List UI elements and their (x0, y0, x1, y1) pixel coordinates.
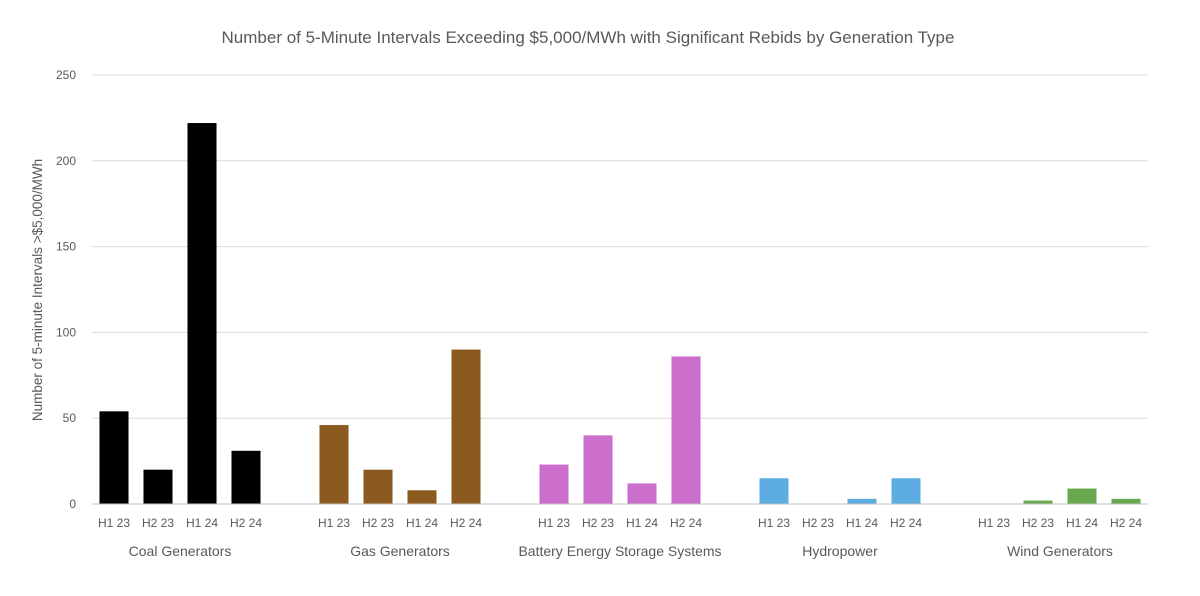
y-axis-label: Number of 5-minute Intervals >$5,000/MWh (30, 159, 45, 421)
x-tick-label: H1 24 (1066, 516, 1098, 530)
gridlines (92, 74, 1148, 419)
x-tick-label: H1 24 (406, 516, 438, 530)
bar (583, 435, 613, 504)
bar (1067, 488, 1097, 504)
y-tick-label: 250 (56, 68, 76, 82)
x-tick-label: H1 24 (186, 516, 218, 530)
group-label: Wind Generators (1007, 543, 1113, 559)
x-axis-ticks: H1 23 H2 23 H1 24 H2 24 H1 23 H2 23 H1 24 H2 24… (98, 516, 1142, 530)
bar (187, 123, 217, 504)
group-label: Battery Energy Storage Systems (518, 543, 721, 559)
x-tick-label: H2 24 (230, 516, 262, 530)
x-tick-label: H2 24 (670, 516, 702, 530)
bar (759, 478, 789, 504)
y-tick-label: 100 (56, 325, 76, 339)
x-tick-label: H2 24 (1110, 516, 1142, 530)
group-label: Hydropower (802, 543, 878, 559)
x-tick-label: H1 24 (626, 516, 658, 530)
bar (671, 356, 701, 504)
bar (319, 425, 349, 504)
x-tick-label: H2 23 (582, 516, 614, 530)
x-tick-label: H2 23 (142, 516, 174, 530)
bar (451, 349, 481, 504)
bar (407, 490, 437, 504)
x-tick-label: H2 24 (450, 516, 482, 530)
group-label: Gas Generators (350, 543, 450, 559)
chart-title: Number of 5-Minute Intervals Exceeding $… (222, 28, 955, 47)
bar (627, 483, 657, 504)
x-tick-label: H2 23 (362, 516, 394, 530)
bar (539, 464, 569, 504)
bar (143, 469, 173, 504)
bars (99, 123, 1141, 504)
y-tick-label: 150 (56, 240, 76, 254)
y-tick-label: 50 (63, 411, 77, 425)
bar (363, 469, 393, 504)
group-labels: Coal Generators Gas Generators Battery Ene… (129, 543, 1113, 559)
y-axis-ticks: 0 50 100 150 200 250 (56, 68, 76, 511)
x-tick-label: H2 24 (890, 516, 922, 530)
bar (847, 498, 877, 504)
x-tick-label: H1 23 (538, 516, 570, 530)
x-tick-label: H2 23 (802, 516, 834, 530)
x-tick-label: H1 24 (846, 516, 878, 530)
bar (891, 478, 921, 504)
bar (99, 411, 129, 504)
group-label: Coal Generators (129, 543, 232, 559)
bar (1023, 500, 1053, 504)
y-tick-label: 0 (69, 497, 76, 511)
x-tick-label: H1 23 (98, 516, 130, 530)
x-tick-label: H2 23 (1022, 516, 1054, 530)
bar (1111, 498, 1141, 504)
x-tick-label: H1 23 (318, 516, 350, 530)
bar (231, 450, 261, 504)
x-tick-label: H1 23 (758, 516, 790, 530)
y-tick-label: 200 (56, 154, 76, 168)
x-tick-label: H1 23 (978, 516, 1010, 530)
